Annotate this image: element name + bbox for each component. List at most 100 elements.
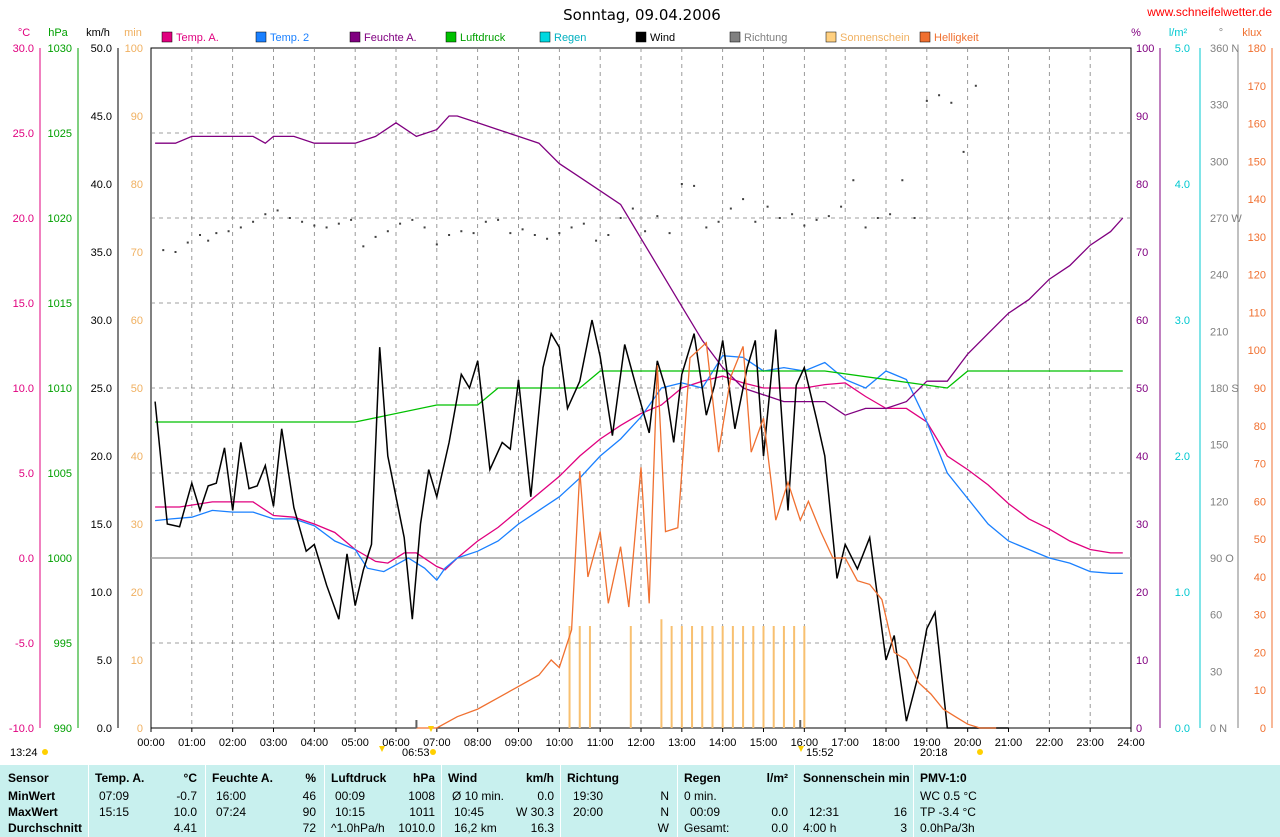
legend-swatch xyxy=(539,31,551,43)
legend-swatch xyxy=(161,31,173,43)
richtung-point xyxy=(546,237,549,240)
temp-avg-value: 4.41 xyxy=(173,821,197,835)
site-link[interactable]: www.schneifelwetter.de xyxy=(1147,5,1272,19)
wind-tick: 35.0 xyxy=(91,247,112,259)
humidity-max-value: 90 xyxy=(302,805,316,819)
x-tick-label: 15:00 xyxy=(750,737,778,749)
lux-tick: 160 xyxy=(1248,119,1266,131)
humidity-header: Feuchte A. xyxy=(212,771,273,785)
temp-min-time: 07:09 xyxy=(99,789,130,803)
wind-tick: 0.0 xyxy=(97,723,112,735)
lux-tick: 90 xyxy=(1254,383,1266,395)
dir-tick: 210 xyxy=(1210,326,1228,338)
x-tick-label: 05:00 xyxy=(341,737,369,749)
rain-max-time: 00:09 xyxy=(690,805,721,819)
richtung-point xyxy=(533,234,536,236)
sunrise-axis-icon xyxy=(428,726,434,732)
sun-tick: 30 xyxy=(131,519,143,531)
press-tick: 1010 xyxy=(48,383,72,395)
min-row-label: MinWert xyxy=(8,789,56,803)
richtung-point xyxy=(754,220,757,223)
legend: Temp. A. Temp. 2 Feuchte A. Luftdruck Regen W… xyxy=(161,31,979,44)
wind-tick: 50.0 xyxy=(91,43,112,55)
lux-tick: 70 xyxy=(1254,459,1266,471)
legend-swatch xyxy=(729,31,741,43)
dir-tick: 120 xyxy=(1210,496,1228,508)
richtung-point xyxy=(619,217,622,219)
direction-max-time: 20:00 xyxy=(573,805,604,819)
hum-tick: 10 xyxy=(1136,655,1148,667)
hum-tick: 40 xyxy=(1136,451,1148,463)
press-tick: 1005 xyxy=(48,468,72,480)
legend-swatch xyxy=(919,31,931,43)
wind-tick: 5.0 xyxy=(97,655,112,667)
richtung-point xyxy=(852,179,855,182)
richtung-point xyxy=(693,184,696,187)
sun-tick: 20 xyxy=(131,587,143,599)
direction-max-value: N xyxy=(660,805,669,819)
temp-unit-label: °C xyxy=(18,27,30,39)
richtung-point xyxy=(215,232,218,235)
pressure-min-time: 00:09 xyxy=(335,789,366,803)
x-tick-label: 01:00 xyxy=(178,737,206,749)
press-tick: 990 xyxy=(54,723,72,735)
sunset-label: 20:18 xyxy=(920,747,948,759)
wind-unit-label: km/h xyxy=(86,27,110,39)
richtung-point xyxy=(186,241,189,244)
separator xyxy=(794,765,795,837)
legend-label: Wind xyxy=(650,32,675,44)
wind-header: Wind xyxy=(448,771,478,785)
temp-tick: 30.0 xyxy=(13,43,34,55)
richtung-point xyxy=(656,215,659,218)
dir-tick: 180 S xyxy=(1210,383,1239,395)
richtung-point xyxy=(913,217,916,219)
rain-tick: 0.0 xyxy=(1175,723,1190,735)
dir-tick: 150 xyxy=(1210,440,1228,452)
legend-swatch xyxy=(255,31,267,43)
x-tick-label: 04:00 xyxy=(301,737,329,749)
stats-col-pressure: Luftdruck hPa 00:09 1008 10:15 1011 ^1.0… xyxy=(325,765,441,837)
hum-tick: 60 xyxy=(1136,315,1148,327)
richtung-point xyxy=(950,101,953,104)
x-tick-label: 24:00 xyxy=(1117,737,1145,749)
direction-header: Richtung xyxy=(567,771,619,785)
richtung-point xyxy=(815,218,818,221)
dir-tick: 360 N xyxy=(1210,43,1239,55)
stats-table: Sensor MinWert MaxWert Durchschnitt Temp… xyxy=(0,765,1280,837)
humidity-avg-value: 72 xyxy=(302,821,316,835)
richtung-point xyxy=(889,213,892,216)
press-tick: 1000 xyxy=(48,553,72,565)
richtung-point xyxy=(705,226,708,229)
time-1552-label: 15:52 xyxy=(806,747,834,759)
legend-label: Regen xyxy=(554,32,586,44)
wind-tick: 20.0 xyxy=(91,451,112,463)
avg-row-label: Durchschnitt xyxy=(8,821,83,835)
hum-unit-label: % xyxy=(1131,27,1141,39)
richtung-point xyxy=(472,232,475,235)
x-tick-label: 06:00 xyxy=(382,737,410,749)
x-tick-label: 16:00 xyxy=(791,737,819,749)
richtung-point xyxy=(399,222,402,225)
richtung-point xyxy=(803,224,806,227)
richtung-point xyxy=(582,222,585,225)
pmv-dewpoint: TP -3.4 °C xyxy=(920,805,976,819)
stats-col-sensor: Sensor MinWert MaxWert Durchschnitt xyxy=(0,765,88,837)
richtung-point xyxy=(827,215,830,218)
richtung-point xyxy=(162,249,165,252)
legend-swatch xyxy=(825,31,837,43)
temp-tick: -10.0 xyxy=(9,723,34,735)
richtung-point xyxy=(423,226,426,229)
pressure-max-value: 1011 xyxy=(409,805,435,819)
dir-tick: 330 xyxy=(1210,100,1228,112)
legend-swatch xyxy=(445,31,457,43)
sunrise-icon xyxy=(430,749,436,755)
richtung-point xyxy=(631,207,634,210)
wind-unit: km/h xyxy=(525,771,554,785)
legend-swatch xyxy=(635,31,647,43)
humidity-min-time: 16:00 xyxy=(216,789,247,803)
sun-tick: 50 xyxy=(131,383,143,395)
wind-line xyxy=(154,319,1009,729)
richtung-point xyxy=(239,226,242,229)
temp-tick: 20.0 xyxy=(13,213,34,225)
wind-tick: 30.0 xyxy=(91,315,112,327)
